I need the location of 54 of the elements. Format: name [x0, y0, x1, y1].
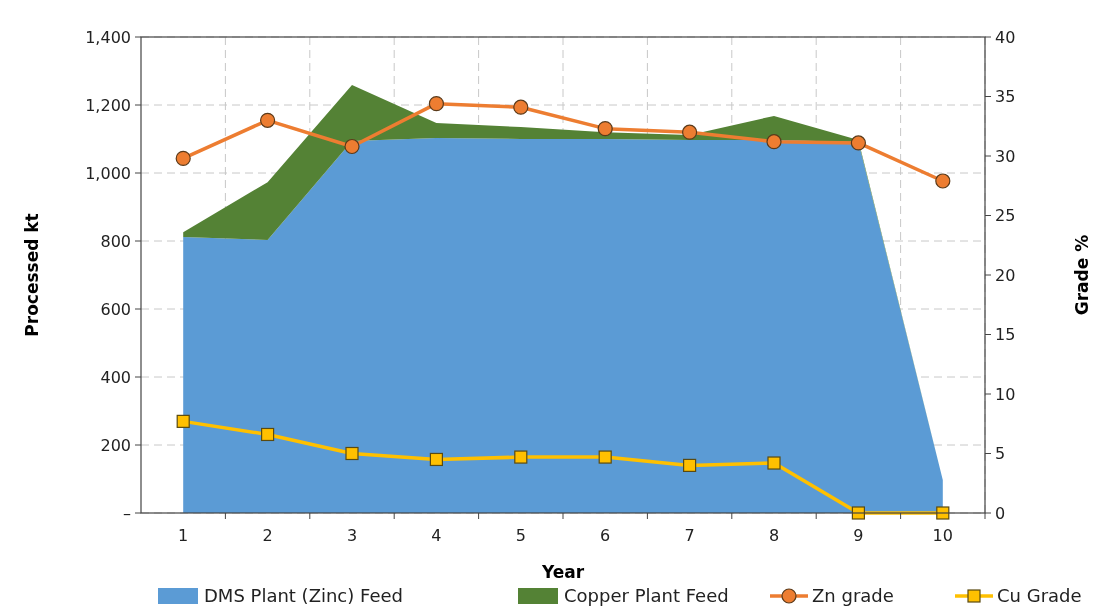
- legend-label: Cu Grade: [997, 585, 1082, 606]
- y-tick-label: 1,400: [85, 27, 131, 47]
- y-axis-title: Processed kt: [22, 213, 42, 337]
- y-tick-label: 600: [100, 299, 131, 319]
- point: [260, 112, 276, 128]
- point: [261, 427, 275, 442]
- point: [344, 138, 360, 155]
- x-tick-label: 4: [431, 526, 442, 545]
- y2-tick-label: 20: [995, 265, 1016, 285]
- x-tick-label: 7: [684, 526, 695, 545]
- point: [345, 446, 359, 461]
- y2-tick-label: 35: [995, 87, 1016, 107]
- y-tick-label: 400: [100, 367, 131, 387]
- y2-tick-label: 30: [995, 146, 1016, 166]
- y2-tick-label: 10: [995, 384, 1016, 404]
- point: [767, 456, 781, 470]
- point: [936, 506, 950, 520]
- y2-tick-label: 0: [995, 503, 1006, 523]
- x-tick-label: 8: [768, 526, 780, 545]
- legend-label: DMS Plant (Zinc) Feed: [204, 585, 403, 606]
- x-tick-label: 3: [346, 526, 358, 545]
- y2-tick-label: 40: [995, 27, 1016, 47]
- x-axis-title: Year: [540, 562, 585, 582]
- point: [428, 96, 444, 112]
- point: [513, 99, 529, 115]
- point: [514, 450, 528, 464]
- y2-axis-title: Grade %: [1072, 234, 1092, 316]
- x-tick-label: 9: [853, 526, 864, 545]
- y2-tick-label: 15: [995, 325, 1016, 345]
- y2-tick-label: 5: [995, 444, 1006, 464]
- point: [429, 452, 443, 467]
- y-tick-label: –: [123, 503, 131, 523]
- point: [850, 135, 866, 151]
- y2-tick-label: 25: [995, 206, 1016, 226]
- point: [176, 414, 190, 428]
- y-tick-label: 1,000: [85, 163, 131, 183]
- point: [682, 124, 698, 140]
- point: [598, 450, 612, 464]
- x-tick-label: 6: [600, 526, 611, 545]
- point: [683, 458, 697, 472]
- point: [766, 134, 782, 150]
- legend-label: Zn grade: [812, 585, 894, 606]
- point: [175, 150, 191, 166]
- y-tick-label: 800: [100, 231, 131, 251]
- x-tick-label: 10: [932, 526, 953, 545]
- x-tick-label: 2: [262, 526, 273, 545]
- point: [597, 121, 613, 137]
- x-tick-label: 1: [178, 526, 189, 545]
- y-tick-label: 200: [100, 435, 131, 455]
- point: [935, 173, 951, 189]
- x-tick-label: 5: [515, 526, 526, 545]
- y-tick-label: 1,200: [85, 95, 131, 115]
- legend-label: Copper Plant Feed: [564, 585, 729, 606]
- point: [851, 506, 865, 520]
